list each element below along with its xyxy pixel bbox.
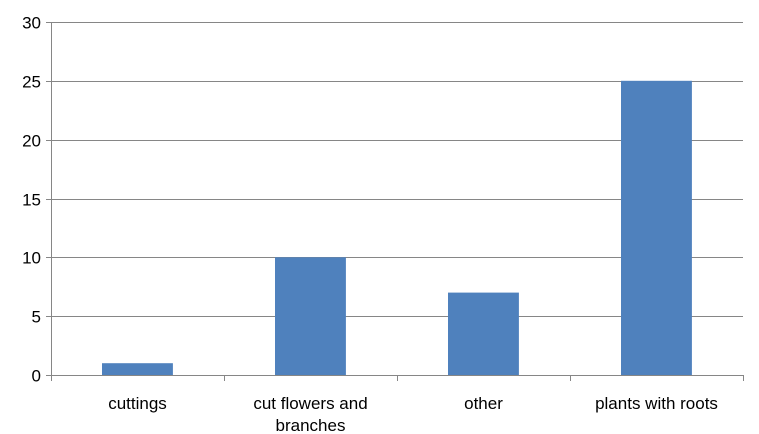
y-tick-label-0: 0	[32, 367, 41, 386]
bar-cuttings	[102, 363, 173, 375]
x-category-label-cut-flowers-and-branches: cut flowers and branches	[253, 394, 367, 434]
y-tick-label-25: 25	[22, 73, 41, 92]
x-category-label-other: other	[464, 394, 503, 413]
y-tick-label-5: 5	[32, 308, 41, 327]
x-category-label-plants-with-roots: plants with roots	[595, 394, 718, 413]
y-tick-labels: 0 5 10 15 20 25 30	[22, 14, 41, 386]
bar-plants-with-roots	[621, 80, 692, 376]
y-tick-label-20: 20	[22, 132, 41, 151]
y-tick-label-30: 30	[22, 14, 41, 33]
x-category-label-cuttings: cuttings	[108, 394, 167, 413]
axes	[46, 22, 744, 381]
y-tick-label-10: 10	[22, 249, 41, 268]
bar-cut-flowers-and-branches	[275, 257, 346, 375]
x-category-labels: cuttings cut flowers and branches other plan…	[108, 394, 718, 434]
y-tick-label-15: 15	[22, 191, 41, 210]
bar-other	[448, 292, 519, 375]
bars	[102, 80, 692, 376]
